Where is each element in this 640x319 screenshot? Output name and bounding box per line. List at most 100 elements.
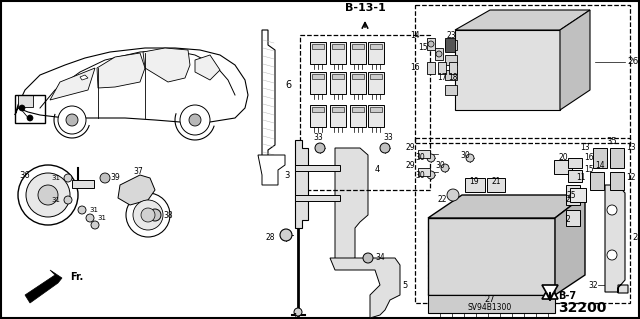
- Bar: [418, 150, 430, 158]
- Text: 32200: 32200: [558, 301, 606, 315]
- Polygon shape: [262, 30, 275, 165]
- Polygon shape: [455, 10, 590, 30]
- Text: 1: 1: [292, 314, 298, 319]
- Bar: [72, 180, 94, 188]
- Text: 30: 30: [435, 160, 445, 169]
- Circle shape: [280, 229, 292, 241]
- Bar: [465, 178, 485, 192]
- Bar: [445, 38, 455, 52]
- Text: 13: 13: [626, 144, 636, 152]
- Circle shape: [466, 154, 474, 162]
- Bar: [418, 168, 430, 176]
- Bar: [332, 44, 344, 49]
- Bar: [368, 72, 384, 94]
- Circle shape: [27, 115, 33, 121]
- Circle shape: [189, 114, 201, 126]
- Circle shape: [315, 143, 325, 153]
- Bar: [350, 105, 366, 127]
- Bar: [445, 70, 457, 80]
- Text: 26: 26: [627, 57, 638, 66]
- Polygon shape: [428, 218, 555, 295]
- Circle shape: [380, 143, 390, 153]
- Text: 24: 24: [632, 234, 640, 242]
- Polygon shape: [335, 148, 368, 265]
- Text: 39: 39: [110, 174, 120, 182]
- Circle shape: [141, 208, 155, 222]
- Circle shape: [91, 221, 99, 229]
- Text: 23: 23: [446, 31, 456, 40]
- Bar: [295, 195, 340, 201]
- Text: 14: 14: [410, 32, 420, 41]
- Bar: [435, 48, 443, 60]
- Text: 4: 4: [375, 166, 380, 174]
- Bar: [570, 188, 586, 202]
- Circle shape: [78, 206, 86, 214]
- Text: 13: 13: [580, 144, 590, 152]
- Text: 29: 29: [405, 144, 415, 152]
- Text: 19: 19: [469, 177, 479, 187]
- Bar: [368, 42, 384, 64]
- Bar: [312, 107, 324, 112]
- Bar: [352, 74, 364, 79]
- Text: 37: 37: [133, 167, 143, 176]
- Circle shape: [447, 189, 459, 201]
- Bar: [445, 40, 457, 50]
- Bar: [445, 85, 457, 95]
- Text: 3: 3: [285, 170, 290, 180]
- Polygon shape: [195, 55, 220, 80]
- Text: 31: 31: [51, 197, 61, 203]
- Circle shape: [428, 41, 434, 47]
- Text: 22: 22: [438, 196, 447, 204]
- Text: 31: 31: [90, 207, 99, 213]
- Text: 34: 34: [375, 254, 385, 263]
- Circle shape: [294, 308, 302, 316]
- Bar: [415, 5, 630, 143]
- Text: 20: 20: [558, 152, 568, 161]
- Bar: [568, 170, 582, 182]
- Circle shape: [126, 193, 170, 237]
- Text: 36: 36: [19, 170, 30, 180]
- Text: 21: 21: [492, 177, 500, 187]
- Bar: [15, 95, 45, 123]
- Bar: [487, 178, 505, 192]
- Bar: [610, 148, 624, 168]
- Bar: [18, 95, 33, 107]
- Text: 6: 6: [285, 80, 291, 90]
- Text: 29: 29: [405, 161, 415, 170]
- Polygon shape: [97, 53, 145, 88]
- Text: 17: 17: [437, 73, 447, 83]
- Polygon shape: [455, 30, 560, 110]
- Bar: [330, 105, 346, 127]
- Bar: [295, 165, 340, 171]
- Bar: [350, 42, 366, 64]
- Bar: [312, 74, 324, 79]
- Circle shape: [133, 200, 163, 230]
- Circle shape: [86, 214, 94, 222]
- Text: 27: 27: [484, 295, 495, 305]
- Polygon shape: [330, 258, 400, 318]
- Text: 30: 30: [415, 170, 425, 180]
- Bar: [593, 148, 607, 168]
- Bar: [554, 160, 572, 174]
- Bar: [332, 107, 344, 112]
- Bar: [370, 74, 382, 79]
- Polygon shape: [560, 10, 590, 110]
- Bar: [568, 158, 582, 168]
- Text: 16: 16: [410, 63, 420, 72]
- Circle shape: [19, 105, 25, 111]
- Text: SV94B1300: SV94B1300: [468, 303, 512, 313]
- Polygon shape: [542, 285, 558, 299]
- Text: 30: 30: [415, 153, 425, 162]
- Text: 30: 30: [460, 151, 470, 160]
- Text: 11: 11: [577, 174, 586, 182]
- Circle shape: [607, 250, 617, 260]
- Bar: [370, 44, 382, 49]
- Circle shape: [149, 209, 161, 221]
- Text: 33: 33: [313, 133, 323, 143]
- Polygon shape: [80, 75, 88, 80]
- Text: 31: 31: [97, 215, 106, 221]
- Circle shape: [441, 164, 449, 172]
- Bar: [330, 72, 346, 94]
- Bar: [610, 172, 624, 190]
- Bar: [312, 44, 324, 49]
